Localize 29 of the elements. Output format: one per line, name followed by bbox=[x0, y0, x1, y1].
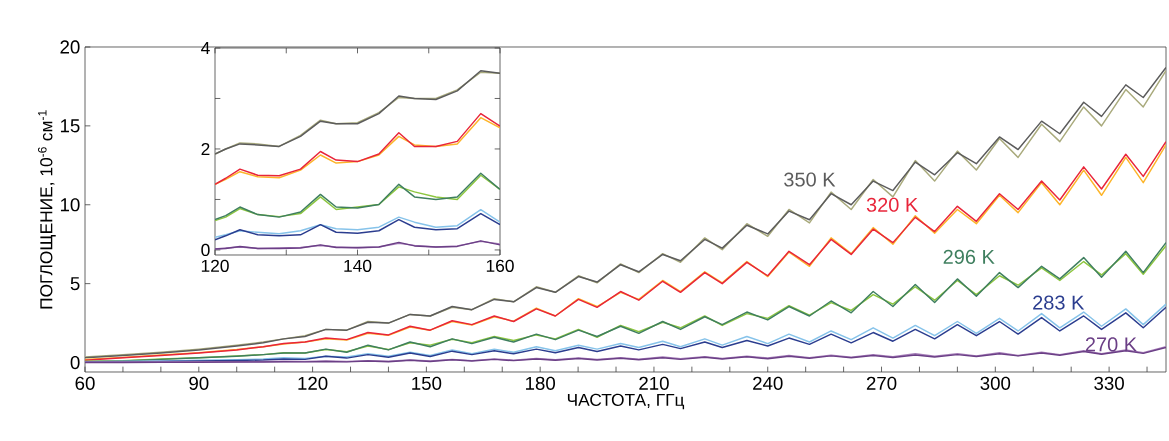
x-tick-label: 150 bbox=[412, 376, 442, 390]
x-tick-label: 120 bbox=[201, 259, 229, 272]
y-tick-label: 4 bbox=[201, 42, 210, 54]
y-tick-label: 15 bbox=[60, 119, 80, 133]
y-tick-label: 2 bbox=[201, 142, 210, 156]
x-tick-label: 210 bbox=[639, 376, 669, 390]
x-tick-label: 330 bbox=[1094, 376, 1124, 390]
line-series bbox=[215, 240, 500, 250]
x-tick-label: 180 bbox=[526, 376, 556, 390]
series-label: 283 K bbox=[1033, 295, 1085, 310]
x-tick-label: 240 bbox=[753, 376, 783, 390]
y-tick-label: 0 bbox=[201, 243, 210, 257]
series-label: 270 K bbox=[1085, 337, 1137, 352]
x-tick-label: 90 bbox=[189, 376, 209, 390]
y-tick-label: 0 bbox=[70, 355, 80, 370]
y-tick-label: 5 bbox=[70, 277, 80, 291]
x-tick-label: 60 bbox=[75, 376, 95, 390]
x-tick-label: 160 bbox=[486, 259, 514, 272]
y-tick-label: 10 bbox=[60, 198, 80, 212]
x-tick-label: 140 bbox=[344, 259, 372, 272]
y-axis-title: ПОГЛОЩЕНИЕ, 10$^{-6}$ см$^{-1}$ bbox=[37, 110, 56, 309]
x-axis-title: ЧАСТОТА, ГГц bbox=[567, 393, 685, 410]
series-label: 320 K bbox=[866, 197, 919, 212]
y-tick-label: 20 bbox=[60, 40, 80, 54]
series-label: 350 K bbox=[784, 172, 836, 187]
x-tick-label: 120 bbox=[298, 376, 328, 390]
x-tick-label: 270 bbox=[866, 376, 897, 390]
series-label: 296 K bbox=[943, 249, 995, 264]
x-tick-label: 300 bbox=[980, 376, 1011, 390]
